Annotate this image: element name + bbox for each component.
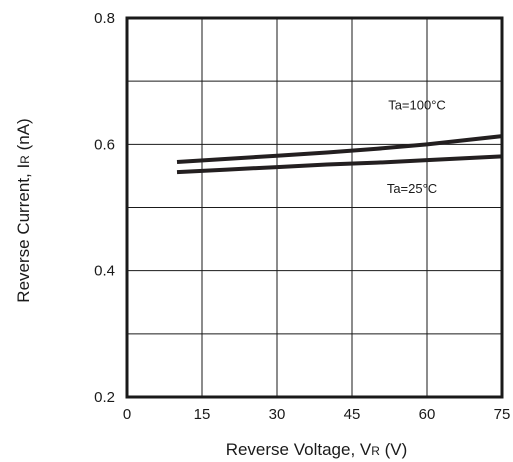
x-tick-label: 15 (194, 406, 211, 423)
x-tick-label: 0 (123, 406, 131, 423)
y-tick-labels: 0.2 0.4 0.6 0.8 (94, 10, 115, 406)
plot-frame (125, 16, 504, 399)
x-axis-title-subscript: R (371, 444, 380, 458)
x-axis-title-prefix: Reverse Voltage, V (226, 440, 372, 459)
y-tick-label: 0.2 (94, 389, 115, 406)
x-axis-title: Reverse Voltage, VR (V) (226, 440, 408, 459)
x-tick-label: 30 (269, 406, 286, 423)
series-annotation: Ta=25°C (387, 181, 437, 196)
y-axis-title: Reverse Current, IR (nA) (14, 118, 33, 302)
y-axis-title-suffix: (nA) (14, 118, 33, 155)
y-tick-label: 0.8 (94, 10, 115, 27)
x-axis-title-suffix: (V) (380, 440, 407, 459)
series-line-1 (176, 134, 503, 165)
series-annotation: Ta=100°C (388, 98, 446, 113)
x-tick-label: 45 (344, 406, 361, 423)
grid (127, 18, 502, 397)
y-tick-label: 0.4 (94, 263, 115, 280)
annotations: Ta=100°C Ta=25°C (387, 98, 446, 196)
y-axis-title-subscript: R (18, 155, 32, 164)
x-tick-label: 60 (419, 406, 436, 423)
series-line-2 (176, 154, 503, 175)
x-tick-label: 75 (494, 406, 511, 423)
series-group (176, 134, 503, 175)
y-axis-title-prefix: Reverse Current, I (14, 164, 33, 303)
y-tick-label: 0.6 (94, 136, 115, 153)
x-tick-labels: 0 15 30 45 60 75 (123, 406, 511, 423)
